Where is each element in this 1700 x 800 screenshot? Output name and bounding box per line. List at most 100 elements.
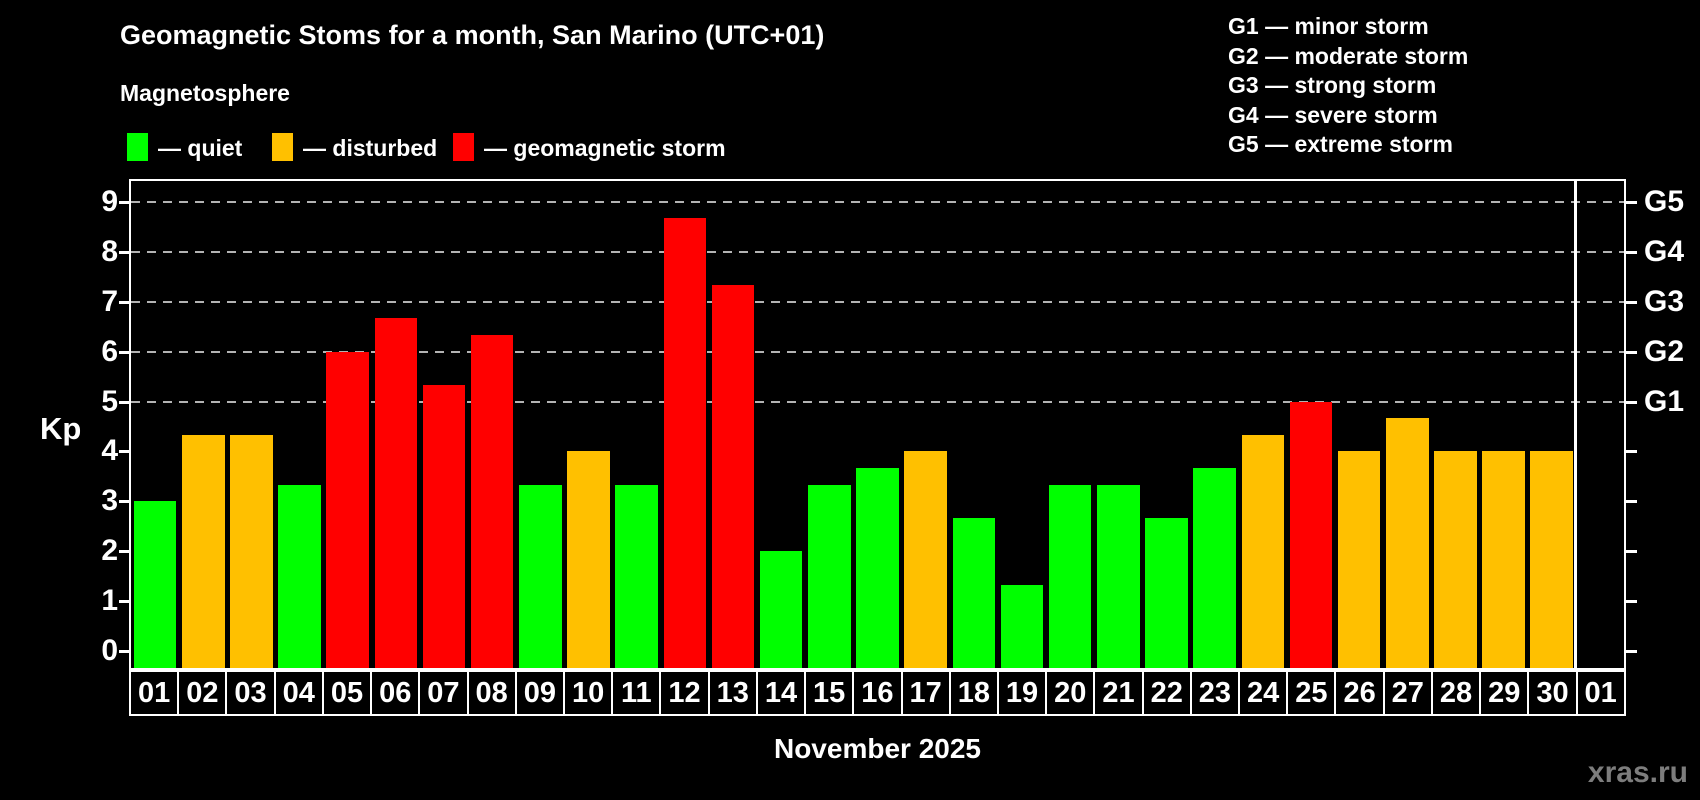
kp-bar-day-04 bbox=[278, 484, 321, 668]
kp-bar-day-18 bbox=[952, 517, 996, 668]
chart-subtitle: Magnetosphere bbox=[120, 80, 290, 106]
y-tick-label-1: 1 bbox=[101, 584, 118, 618]
y-axis-title: Kp bbox=[40, 411, 82, 446]
kp-bar-day-06 bbox=[374, 318, 418, 668]
y-tick-left-7 bbox=[119, 300, 131, 304]
kp-bar-day-10 bbox=[567, 451, 610, 668]
day-label-30: 30 bbox=[1527, 670, 1578, 716]
day-label-23: 23 bbox=[1189, 670, 1241, 716]
kp-bar-day-24 bbox=[1241, 434, 1285, 668]
kp-bar-day-28 bbox=[1434, 451, 1477, 668]
g-scale-legend: G1 — minor storm G2 — moderate storm G3 — … bbox=[1228, 12, 1468, 160]
day-label-09: 09 bbox=[514, 670, 565, 716]
y-tick-right-4 bbox=[1625, 450, 1637, 454]
x-axis-day-labels: 01 02 03 04 05 06 07 08 09 10 11 12 13 14 15 16 17 18 19 20… bbox=[129, 670, 1626, 716]
day-label-22: 22 bbox=[1141, 670, 1192, 716]
kp-bar-day-25 bbox=[1289, 401, 1333, 668]
day-label-27: 27 bbox=[1382, 670, 1433, 716]
kp-bar-day-29 bbox=[1482, 451, 1525, 668]
day-label-29: 29 bbox=[1479, 670, 1530, 716]
kp-bar-day-02 bbox=[181, 434, 225, 668]
g-level-label-G3: G3 bbox=[1644, 284, 1685, 318]
day-label-04: 04 bbox=[273, 670, 324, 716]
y-tick-left-3 bbox=[119, 500, 131, 504]
watermark: xras.ru bbox=[1587, 756, 1688, 789]
kp-bar-day-15 bbox=[808, 484, 851, 668]
plot-area bbox=[129, 179, 1626, 670]
day-label-03: 03 bbox=[225, 670, 276, 716]
kp-bar-day-20 bbox=[1048, 484, 1092, 668]
y-tick-label-8: 8 bbox=[101, 234, 118, 268]
kp-bar-day-16 bbox=[856, 467, 899, 668]
y-tick-label-7: 7 bbox=[101, 284, 118, 318]
kp-bar-day-27 bbox=[1385, 417, 1429, 668]
day-label-08: 08 bbox=[466, 670, 517, 716]
g-scale-legend-line-5: G5 — extreme storm bbox=[1228, 131, 1453, 157]
kp-bar-day-11 bbox=[615, 484, 658, 668]
day-label-05: 05 bbox=[321, 670, 373, 716]
g-scale-legend-line-4: G4 — severe storm bbox=[1228, 101, 1438, 128]
kp-bar-day-03 bbox=[230, 434, 273, 668]
kp-bar-day-19 bbox=[1000, 584, 1044, 668]
day-label-19: 19 bbox=[996, 670, 1048, 716]
gridline-kp-7 bbox=[131, 300, 1624, 303]
day-label-24: 24 bbox=[1238, 670, 1289, 716]
y-tick-left-9 bbox=[119, 200, 131, 204]
g-scale-legend-line-1: G1 — minor storm bbox=[1228, 13, 1429, 39]
day-label-07: 07 bbox=[418, 670, 469, 716]
y-tick-right-8 bbox=[1625, 250, 1637, 254]
g-scale-legend-line-3: G3 — strong storm bbox=[1228, 72, 1437, 98]
kp-bar-day-05 bbox=[326, 351, 369, 668]
y-tick-right-9 bbox=[1625, 200, 1637, 204]
day-label-20: 20 bbox=[1045, 670, 1096, 716]
day-label-28: 28 bbox=[1430, 670, 1482, 716]
y-tick-label-6: 6 bbox=[101, 334, 118, 368]
day-label-01: 01 bbox=[1575, 670, 1626, 716]
g-level-label-G1: G1 bbox=[1644, 384, 1685, 418]
day-label-12: 12 bbox=[659, 670, 710, 716]
y-tick-right-5 bbox=[1625, 400, 1637, 404]
y-tick-label-2: 2 bbox=[101, 534, 118, 568]
quiet-legend-label: — quiet bbox=[158, 135, 243, 161]
day-label-06: 06 bbox=[370, 670, 421, 716]
gridline-kp-5 bbox=[131, 400, 1624, 403]
quiet-swatch bbox=[127, 133, 148, 161]
g-level-label-G5: G5 bbox=[1644, 184, 1685, 218]
y-tick-label-4: 4 bbox=[101, 434, 118, 468]
disturbed-swatch bbox=[272, 133, 293, 161]
g-scale-legend-line-2: G2 — moderate storm bbox=[1228, 42, 1469, 69]
y-tick-right-0 bbox=[1625, 650, 1637, 653]
chart-title: Geomagnetic Stoms for a month, San Marin… bbox=[120, 20, 825, 50]
kp-bar-day-22 bbox=[1145, 517, 1188, 668]
kp-bar-day-13 bbox=[711, 285, 755, 668]
y-tick-label-3: 3 bbox=[101, 484, 118, 518]
kp-bar-day-07 bbox=[422, 385, 466, 668]
kp-bar-day-26 bbox=[1337, 451, 1381, 668]
kp-bar-day-01 bbox=[133, 501, 177, 668]
day-label-02: 02 bbox=[177, 670, 228, 716]
gridline-kp-8 bbox=[131, 250, 1624, 253]
day-label-11: 11 bbox=[611, 670, 662, 716]
y-tick-right-1 bbox=[1625, 600, 1637, 604]
kp-bar-day-30 bbox=[1530, 451, 1574, 668]
kp-bar-day-21 bbox=[1097, 484, 1140, 668]
y-tick-right-2 bbox=[1625, 550, 1637, 554]
day-label-26: 26 bbox=[1334, 670, 1385, 716]
y-tick-left-0 bbox=[119, 650, 131, 653]
y-tick-label-9: 9 bbox=[101, 184, 118, 218]
kp-bar-day-08 bbox=[470, 335, 514, 668]
day-label-14: 14 bbox=[755, 670, 807, 716]
day-label-25: 25 bbox=[1286, 670, 1337, 716]
y-tick-left-2 bbox=[119, 550, 131, 554]
y-tick-right-6 bbox=[1625, 350, 1637, 354]
day-label-18: 18 bbox=[948, 670, 999, 716]
storm-swatch bbox=[453, 133, 474, 161]
day-label-10: 10 bbox=[562, 670, 614, 716]
kp-bar-day-09 bbox=[519, 484, 562, 668]
y-tick-right-3 bbox=[1625, 500, 1637, 504]
y-tick-left-6 bbox=[119, 350, 131, 354]
gridline-kp-6 bbox=[131, 350, 1624, 353]
g-level-label-G2: G2 bbox=[1644, 334, 1685, 368]
disturbed-legend-label: — disturbed bbox=[303, 135, 438, 161]
